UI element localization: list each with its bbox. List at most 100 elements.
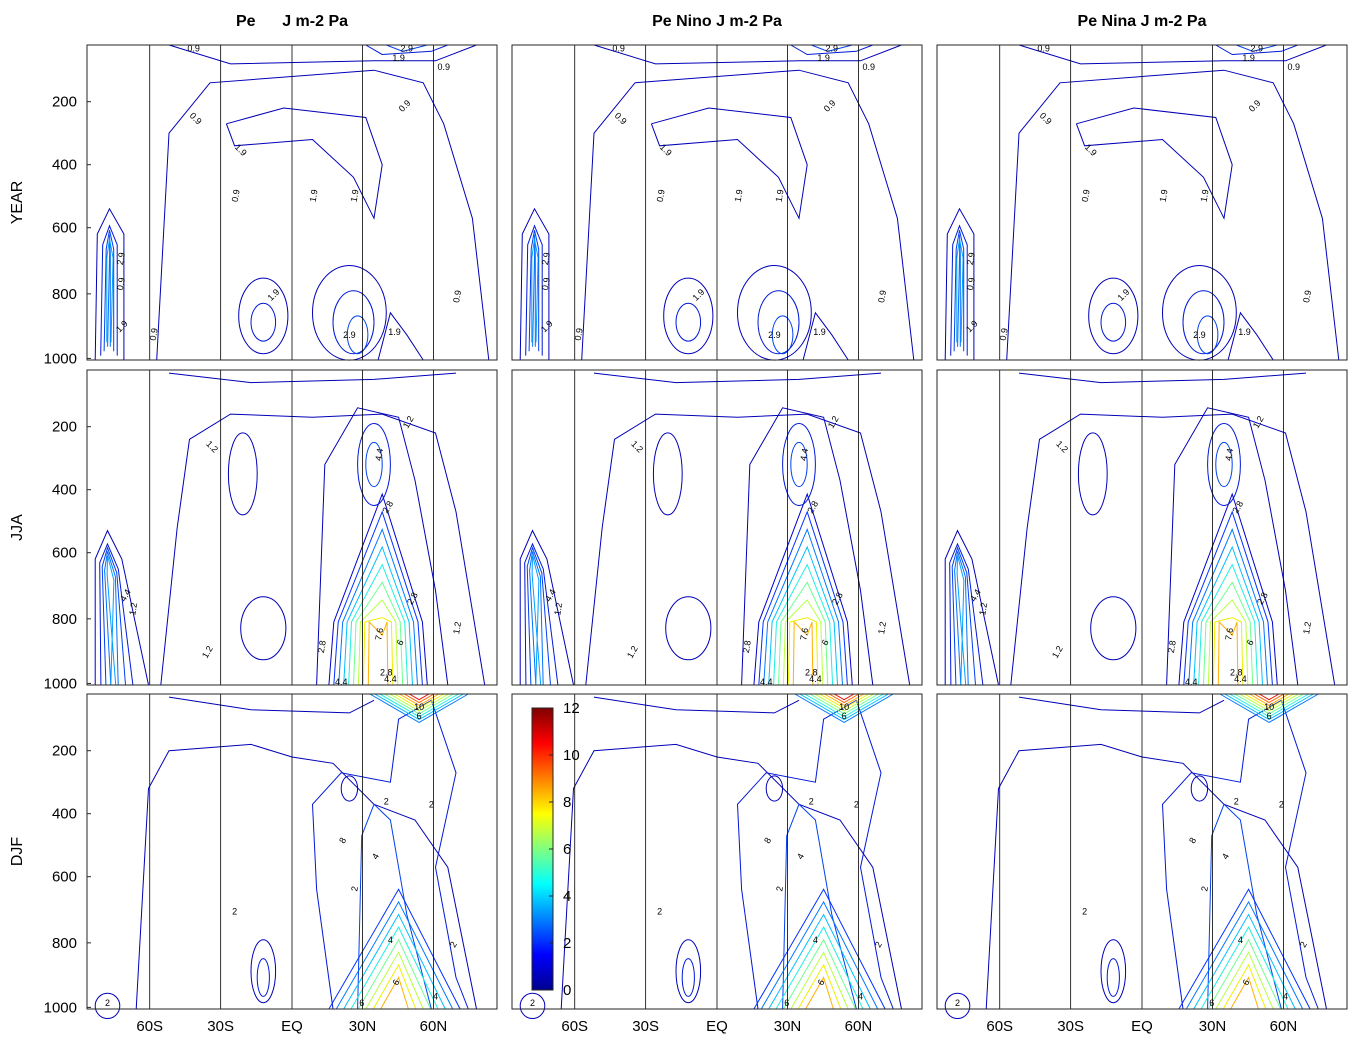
contour-line: [99, 542, 134, 686]
contour-line: [1106, 958, 1120, 997]
contour-label: 2: [232, 907, 237, 917]
contour-label: 0.9: [655, 189, 667, 203]
contour-label: 6: [1267, 711, 1272, 721]
contour-line: [338, 527, 418, 686]
contour-line: [525, 224, 543, 356]
contour-label: 0.9: [230, 189, 242, 203]
contour-line: [1229, 693, 1309, 718]
contour-line: [1193, 913, 1296, 1010]
contour-line: [1183, 510, 1273, 686]
contour-line: [1203, 581, 1254, 686]
contour-line: [343, 913, 446, 1010]
contour-line: [1166, 407, 1299, 686]
contour-label: 1.9: [1242, 53, 1255, 63]
contour-label: 10: [839, 702, 849, 712]
contour-panel: 1.21.21.21.22.84.42.82.87.664.44.44.41.2…: [44, 369, 498, 692]
contour-line: [663, 277, 714, 355]
contour-line: [135, 743, 477, 1010]
contour-label: 6: [815, 978, 826, 987]
contour-line: [758, 510, 848, 686]
contour-label: 4: [1238, 935, 1243, 945]
contour-line: [1018, 696, 1225, 714]
contour-line: [956, 238, 964, 343]
contour-line: [357, 938, 432, 1010]
contour-set: 1.21.21.21.22.84.42.82.87.664.44.44.41.2…: [944, 372, 1336, 687]
contour-line: [1224, 693, 1314, 721]
contour-label: 4: [813, 935, 818, 945]
contour-line: [240, 596, 287, 661]
contour-line: [1182, 290, 1225, 355]
contour-label: 0.9: [540, 277, 552, 291]
contour-panel: 1.21.21.21.22.84.42.82.87.664.44.44.41.2…: [511, 369, 923, 687]
contour-line: [1200, 926, 1289, 1010]
contour-label: 6: [1240, 978, 1251, 987]
contour-line: [985, 743, 1327, 1010]
contour-label: 1.2: [451, 621, 463, 635]
contour-line: [802, 311, 849, 361]
contour-panel: 1.21.21.21.22.84.42.82.87.664.44.44.41.2…: [936, 369, 1348, 687]
contour-line: [790, 441, 808, 488]
contour-label: 10: [1264, 702, 1274, 712]
contour-label: 1.2: [977, 602, 989, 616]
contour-line: [332, 290, 375, 355]
contour-line: [103, 230, 115, 352]
x-tick-label: 60S: [986, 1018, 1013, 1035]
contour-line: [350, 926, 439, 1010]
contour-line: [1239, 693, 1299, 712]
contour-line: [782, 938, 857, 1010]
contour-set: 0.91.90.9 1.9 1.90.90.90.90.90.90.92.91.91…: [519, 43, 915, 361]
contour-line: [524, 542, 559, 686]
contour-line: [593, 696, 800, 714]
contour-line: [834, 693, 855, 701]
contour-label: 2: [1298, 940, 1309, 949]
x-tick-label: 30N: [349, 1018, 377, 1035]
colorbar-tick-label: 12: [563, 700, 580, 717]
y-tick-label: 800: [52, 935, 77, 952]
y-tick-label: 1000: [44, 350, 77, 367]
contour-label: 2: [1234, 796, 1239, 806]
x-tick-label: 30S: [632, 1018, 659, 1035]
x-tick-label: 30S: [1057, 1018, 1084, 1035]
contour-label: 4.4: [1223, 448, 1235, 462]
contour-line: [238, 277, 289, 355]
contour-line: [782, 599, 824, 686]
contour-label: 4.4: [798, 448, 810, 462]
contour-label: 6: [390, 978, 401, 987]
contour-label: 0.9: [965, 277, 977, 291]
contour-label: 7.6: [798, 627, 810, 641]
contour-label: 2.9: [1193, 330, 1206, 340]
contour-label: 1.9: [349, 189, 361, 203]
contour-line: [819, 693, 869, 709]
contour-line: [753, 492, 853, 686]
contour-line: [365, 44, 448, 56]
contour-label: 2.9: [965, 252, 977, 266]
contour-panel: 0.91.90.9 1.9 1.90.90.90.90.90.90.92.91.91…: [936, 43, 1348, 361]
contour-line: [389, 693, 449, 712]
row-label: DJF: [9, 837, 26, 867]
contour-label: 4: [1220, 852, 1231, 861]
contour-line: [1193, 545, 1263, 686]
contour-line: [763, 527, 843, 686]
contour-line: [160, 413, 486, 686]
y-tick-label: 400: [52, 482, 77, 499]
y-tick-label: 600: [52, 220, 77, 237]
contour-label: 2.8: [1230, 668, 1243, 678]
contour-label: 2: [384, 796, 389, 806]
contour-line: [773, 563, 834, 686]
x-tick-label: 60S: [136, 1018, 163, 1035]
contour-line: [107, 234, 111, 347]
contour-line: [650, 107, 808, 220]
contour-label: 2: [429, 799, 434, 809]
colorbar-tick-label: 0: [563, 982, 571, 999]
contour-line: [316, 407, 449, 686]
contour-line: [340, 775, 359, 802]
contour-line: [532, 234, 536, 347]
panel-frame: [511, 693, 923, 1010]
contour-line: [225, 107, 383, 220]
contour-label: 4: [1283, 992, 1288, 1002]
contour-line: [585, 413, 911, 686]
contour-line: [1207, 803, 1282, 1010]
panel-frame: [511, 369, 923, 686]
contour-label: 2: [1199, 885, 1210, 892]
